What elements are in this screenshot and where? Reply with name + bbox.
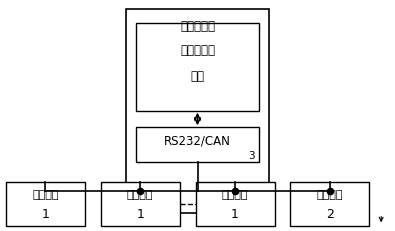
Text: 现场监控端: 现场监控端 — [180, 20, 215, 33]
Text: 算机: 算机 — [190, 70, 205, 83]
Text: 2: 2 — [326, 208, 334, 221]
Text: 1: 1 — [41, 208, 49, 221]
Text: RS232/CAN: RS232/CAN — [164, 134, 231, 147]
Bar — [136, 23, 259, 111]
Text: 检测节点: 检测节点 — [222, 190, 248, 200]
Bar — [196, 182, 275, 226]
Bar — [126, 9, 269, 213]
Bar — [290, 182, 369, 226]
Text: 控制节点: 控制节点 — [316, 190, 343, 200]
Text: 检测节点: 检测节点 — [127, 190, 154, 200]
Bar — [6, 182, 85, 226]
Text: 1: 1 — [136, 208, 144, 221]
Text: 1: 1 — [231, 208, 239, 221]
Bar — [136, 127, 259, 162]
Text: 检测节点: 检测节点 — [32, 190, 59, 200]
Text: 工业控制计: 工业控制计 — [180, 44, 215, 57]
Bar — [101, 182, 180, 226]
Text: 3: 3 — [248, 151, 255, 161]
